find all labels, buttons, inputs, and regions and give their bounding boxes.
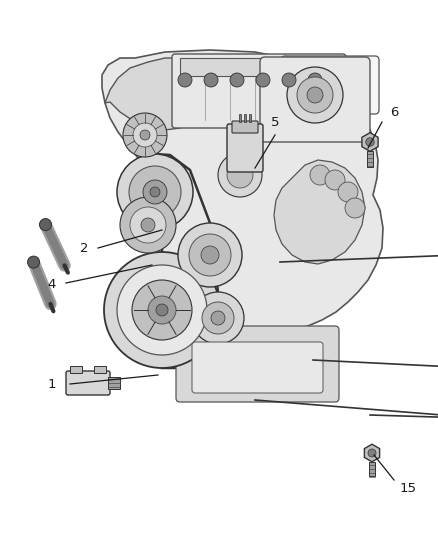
Polygon shape: [364, 444, 380, 462]
Circle shape: [218, 153, 262, 197]
Circle shape: [287, 67, 343, 123]
Circle shape: [211, 311, 225, 325]
Circle shape: [230, 73, 244, 87]
Circle shape: [297, 77, 333, 113]
Circle shape: [148, 296, 176, 324]
Bar: [94, 366, 106, 373]
Circle shape: [227, 162, 253, 188]
Bar: [369, 462, 375, 476]
Bar: [239, 114, 241, 122]
Circle shape: [192, 292, 244, 344]
Text: 5: 5: [271, 116, 279, 128]
Circle shape: [307, 87, 323, 103]
Circle shape: [140, 130, 150, 140]
Circle shape: [345, 198, 365, 218]
Bar: [180, 58, 335, 76]
FancyBboxPatch shape: [227, 124, 263, 172]
Circle shape: [104, 252, 220, 368]
Circle shape: [366, 138, 374, 146]
Circle shape: [178, 223, 242, 287]
Circle shape: [150, 187, 160, 197]
Circle shape: [156, 304, 168, 316]
Circle shape: [117, 154, 193, 230]
Circle shape: [129, 166, 181, 218]
Circle shape: [338, 182, 358, 202]
Bar: [244, 114, 246, 122]
Circle shape: [120, 197, 176, 253]
Circle shape: [204, 73, 218, 87]
Circle shape: [130, 207, 166, 243]
Text: 2: 2: [80, 241, 88, 254]
Circle shape: [133, 123, 157, 147]
FancyBboxPatch shape: [281, 56, 379, 114]
Text: 15: 15: [399, 481, 417, 495]
Circle shape: [256, 73, 270, 87]
FancyBboxPatch shape: [232, 121, 258, 133]
FancyBboxPatch shape: [66, 371, 110, 395]
Bar: [249, 114, 251, 122]
FancyBboxPatch shape: [260, 57, 370, 142]
Circle shape: [178, 73, 192, 87]
Circle shape: [28, 256, 39, 268]
Bar: [108, 377, 120, 389]
FancyBboxPatch shape: [192, 342, 323, 393]
Circle shape: [202, 302, 234, 334]
FancyBboxPatch shape: [172, 54, 346, 128]
Text: 1: 1: [48, 378, 56, 392]
Polygon shape: [105, 58, 210, 130]
Circle shape: [143, 180, 167, 204]
Bar: [70, 366, 82, 373]
Circle shape: [132, 280, 192, 340]
Circle shape: [308, 73, 322, 87]
Circle shape: [368, 449, 376, 457]
Circle shape: [325, 170, 345, 190]
Polygon shape: [102, 50, 383, 332]
Circle shape: [39, 219, 52, 231]
Polygon shape: [274, 160, 365, 264]
FancyBboxPatch shape: [176, 326, 339, 402]
Circle shape: [201, 246, 219, 264]
Circle shape: [141, 218, 155, 232]
Circle shape: [117, 265, 207, 355]
Text: 4: 4: [48, 278, 56, 290]
Circle shape: [310, 165, 330, 185]
Circle shape: [282, 73, 296, 87]
Circle shape: [123, 113, 167, 157]
Circle shape: [189, 234, 231, 276]
Polygon shape: [362, 133, 378, 151]
Text: 6: 6: [390, 106, 398, 118]
Bar: [367, 151, 374, 167]
